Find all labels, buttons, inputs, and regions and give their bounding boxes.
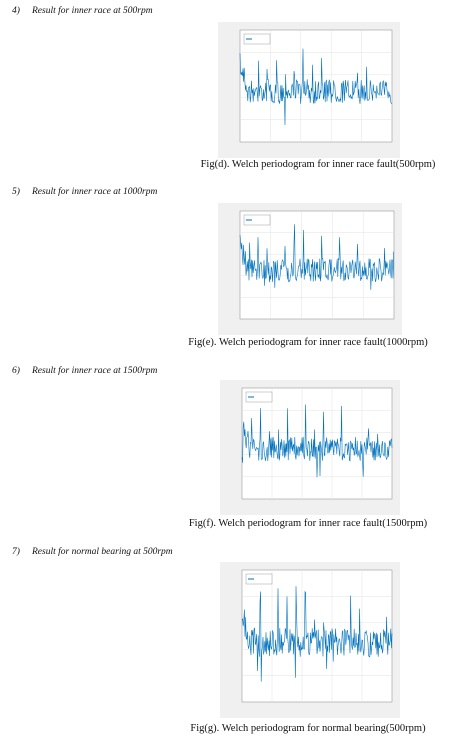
spectrum-trace — [239, 48, 393, 126]
figure-caption: Fig(d). Welch periodogram for inner race… — [200, 159, 436, 170]
legend-box — [245, 573, 273, 585]
periodogram-figure — [218, 22, 400, 158]
legend-box — [243, 33, 271, 45]
figure-caption: Fig(f). Welch periodogram for inner race… — [188, 518, 428, 529]
legend-box — [243, 214, 271, 226]
periodogram-figure — [218, 203, 402, 335]
section-title: Result for normal bearing at 500rpm — [32, 547, 173, 557]
section-number: 4) — [12, 6, 20, 16]
section-heading: 7) Result for normal bearing at 500rpm — [12, 547, 173, 557]
section-title: Result for inner race at 1500rpm — [32, 366, 158, 376]
plot-area — [241, 387, 393, 500]
section-heading: 4) Result for inner race at 500rpm — [12, 6, 153, 16]
figure-caption: Fig(e). Welch periodogram for inner race… — [188, 337, 428, 348]
section-heading: 6) Result for inner race at 1500rpm — [12, 366, 157, 376]
spectrum-trace — [241, 404, 393, 478]
section-title: Result for inner race at 1000rpm — [32, 187, 158, 197]
section-number: 7) — [12, 547, 20, 557]
section-heading: 5) Result for inner race at 1000rpm — [12, 187, 157, 197]
periodogram-figure — [220, 562, 400, 718]
periodogram-figure — [220, 380, 400, 515]
section-title: Result for inner race at 500rpm — [32, 6, 153, 16]
figure-caption: Fig(g). Welch periodogram for normal bea… — [190, 723, 426, 734]
plot-area — [241, 569, 393, 703]
section-number: 5) — [12, 187, 20, 197]
spectrum-trace — [239, 224, 394, 290]
spectrum-trace — [241, 586, 393, 682]
section-number: 6) — [12, 366, 20, 376]
legend-box — [245, 391, 273, 403]
